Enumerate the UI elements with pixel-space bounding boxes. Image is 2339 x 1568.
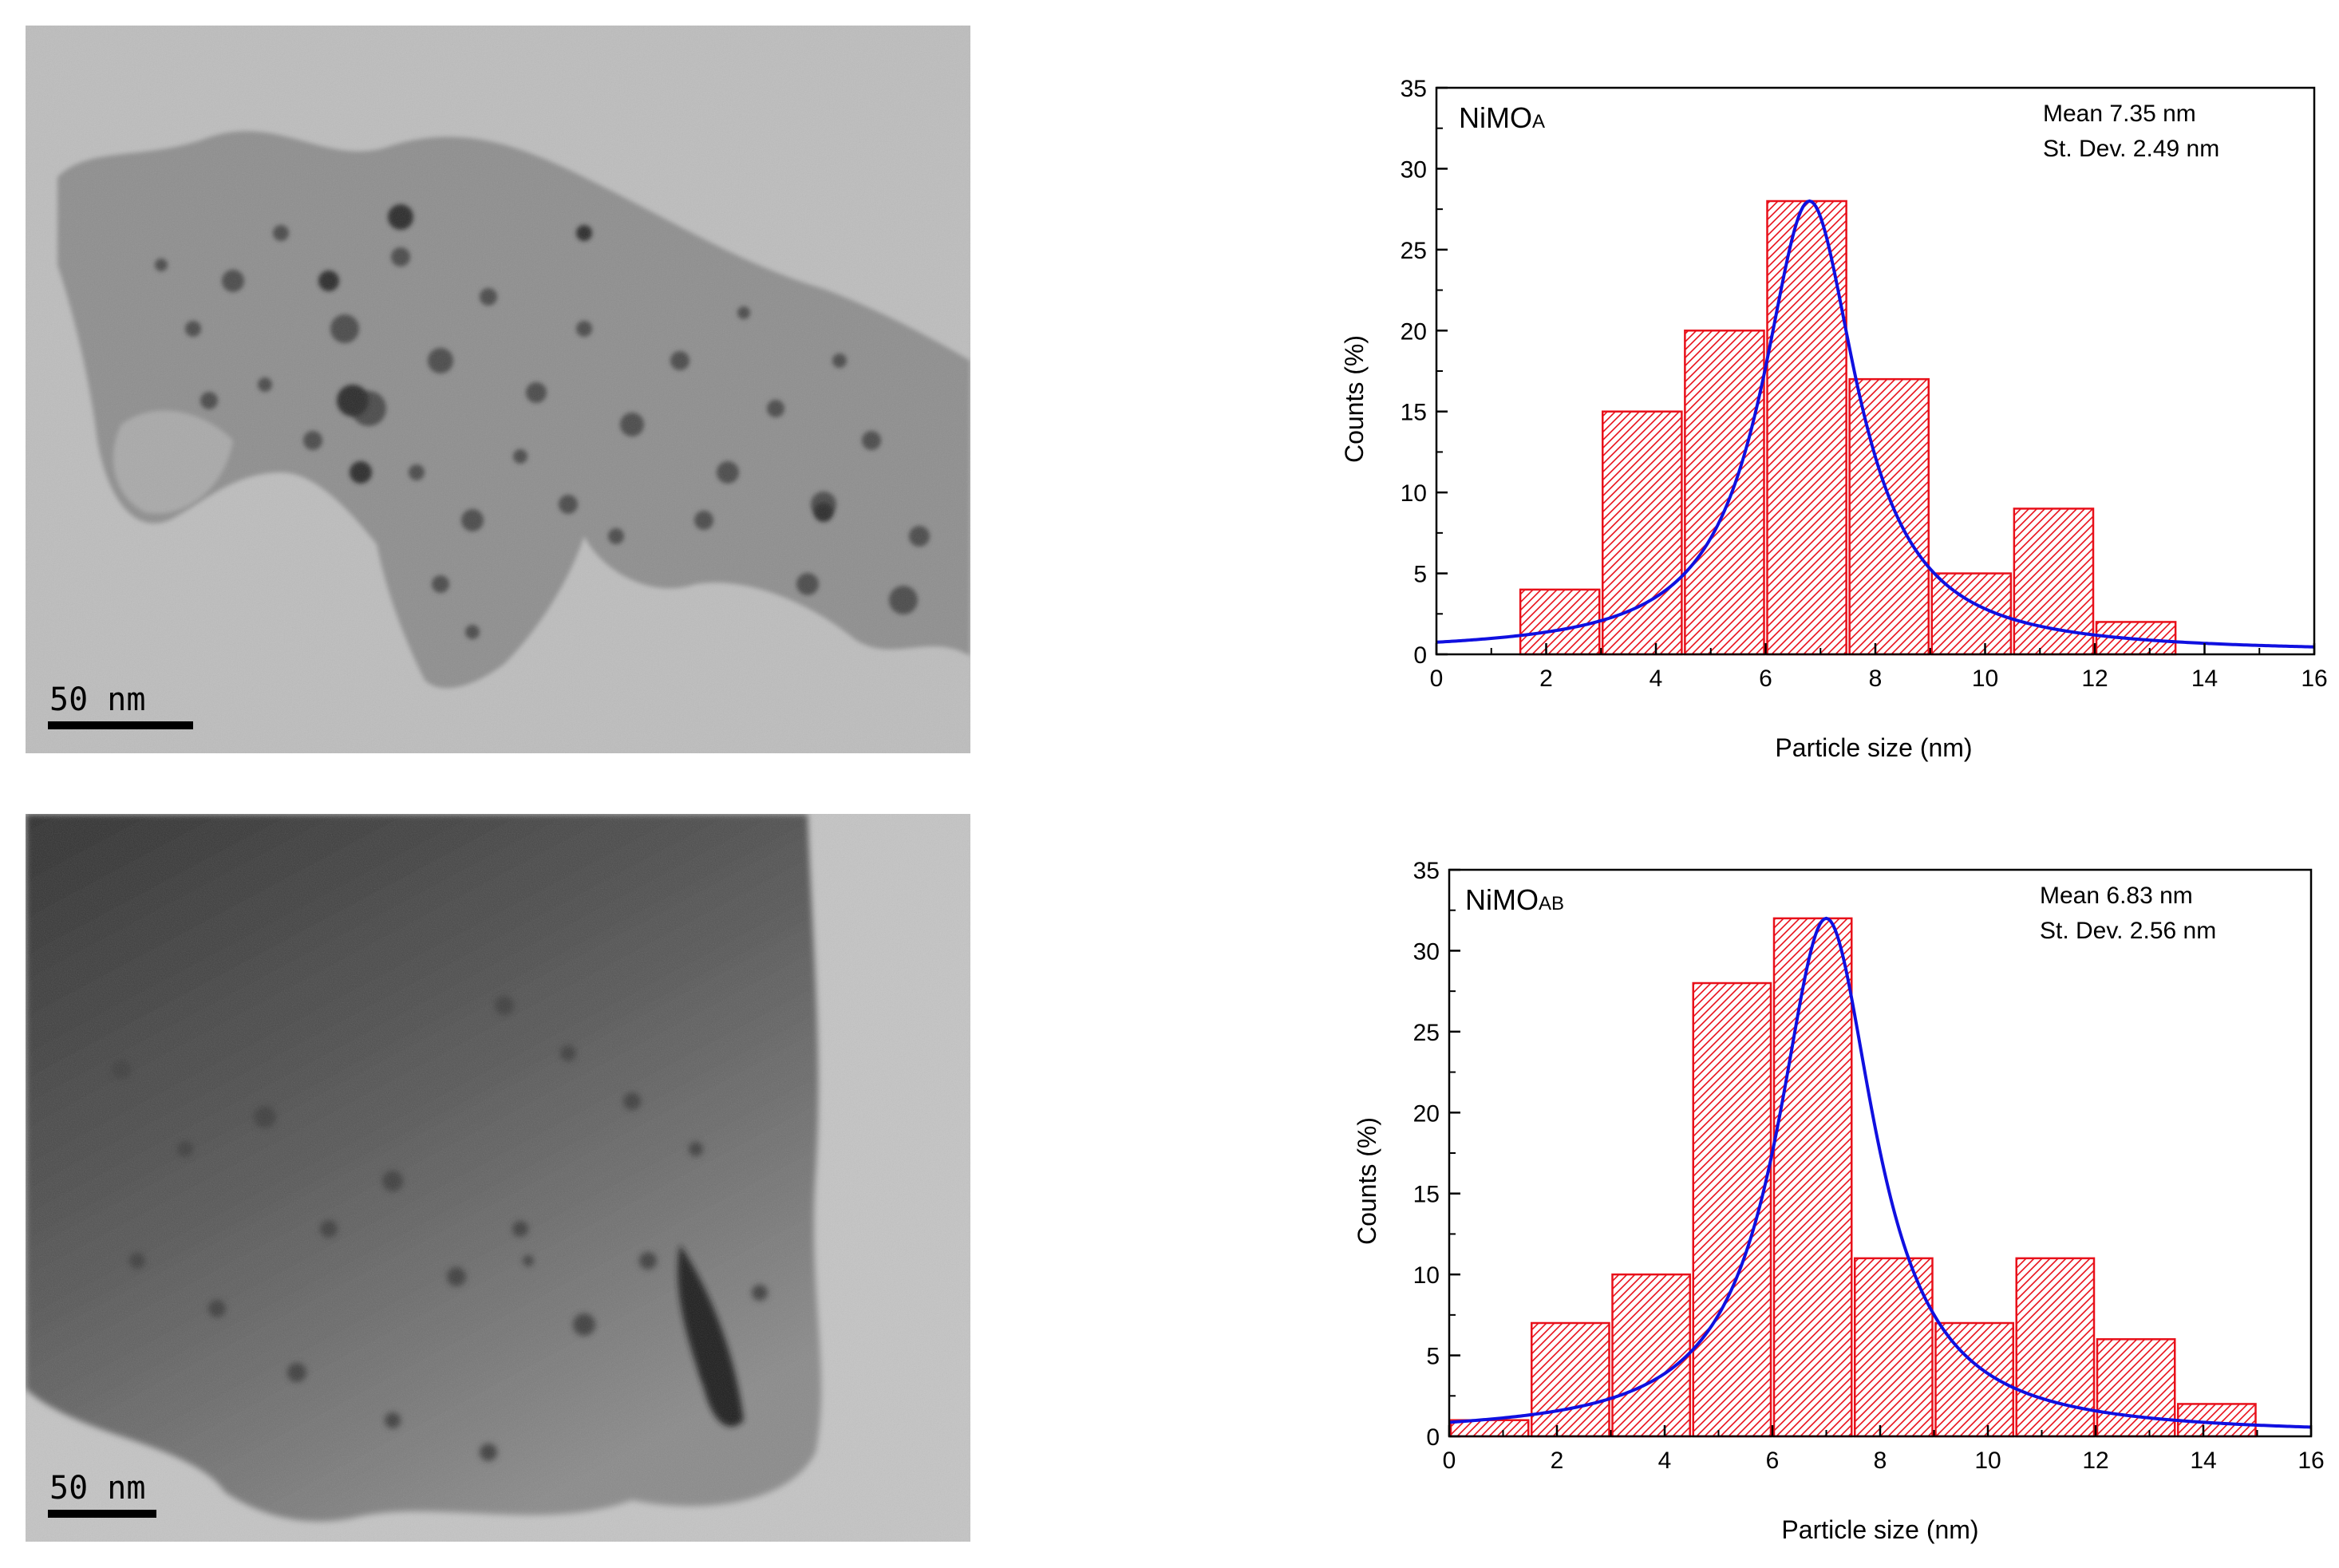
histogram-bar bbox=[1766, 199, 1847, 656]
stdev-annotation-1: St. Dev. 2.49 nm bbox=[2043, 136, 2219, 162]
y-tick-label: 30 bbox=[1401, 156, 1427, 183]
x-tick-label: 4 bbox=[1658, 1448, 1672, 1474]
mean-annotation-1: Mean 7.35 nm bbox=[2043, 101, 2196, 127]
x-tick-label: 0 bbox=[1430, 666, 1444, 692]
y-axis-label-2: Counts (%) bbox=[1353, 1117, 1381, 1245]
histogram-bar bbox=[1531, 1321, 1610, 1438]
histogram-bar bbox=[1934, 1321, 2014, 1438]
tem-micrograph-2: 50 nm bbox=[26, 814, 970, 1542]
tem-image-2: 50 nm bbox=[26, 814, 970, 1542]
x-tick-label: 12 bbox=[2082, 1448, 2108, 1474]
histogram-bar bbox=[2096, 1338, 2176, 1438]
x-tick-label: 10 bbox=[1972, 666, 1998, 692]
y-tick-label: 5 bbox=[1413, 562, 1427, 588]
histogram-bar bbox=[1684, 330, 1765, 656]
x-tick-label: 16 bbox=[2298, 1448, 2324, 1474]
y-tick-label: 5 bbox=[1426, 1344, 1440, 1370]
tem-image-1: 50 nm bbox=[26, 26, 970, 753]
stdev-annotation-2: St. Dev. 2.56 nm bbox=[2040, 918, 2216, 944]
y-tick-label: 35 bbox=[1413, 858, 1440, 884]
x-tick-label: 0 bbox=[1443, 1448, 1456, 1474]
x-axis-label-2: Particle size (nm) bbox=[1781, 1515, 1978, 1544]
x-axis-label-1: Particle size (nm) bbox=[1775, 733, 1972, 762]
y-tick-label: 35 bbox=[1401, 76, 1427, 102]
x-tick-label: 8 bbox=[1874, 1448, 1887, 1474]
mean-annotation-2: Mean 6.83 nm bbox=[2040, 883, 2193, 909]
y-tick-label: 10 bbox=[1413, 1262, 1440, 1289]
y-tick-label: 25 bbox=[1401, 238, 1427, 264]
x-tick-label: 14 bbox=[2191, 666, 2218, 692]
histogram-bar bbox=[1854, 1257, 1934, 1438]
histogram-bar bbox=[1772, 917, 1853, 1438]
tem-micrograph-1: 50 nm bbox=[26, 26, 970, 753]
histogram-svg-1: 0 2 4 6 8 10 12 14 16 0 5 10 15 20 25 30 35 NiMOA Mean 7… bbox=[1340, 76, 2328, 762]
x-tick-label: 8 bbox=[1869, 666, 1883, 692]
nanoparticles-2 bbox=[112, 996, 768, 1461]
y-tick-label: 0 bbox=[1413, 642, 1427, 669]
y-tick-label: 20 bbox=[1413, 1100, 1440, 1127]
scale-bar-1 bbox=[48, 721, 193, 729]
x-tick-label: 2 bbox=[1539, 666, 1553, 692]
lorentzian-fit-line bbox=[1436, 199, 2315, 649]
histogram-bar bbox=[1848, 377, 1930, 656]
y-axis-label-1: Counts (%) bbox=[1340, 335, 1369, 463]
x-tick-label: 14 bbox=[2190, 1448, 2216, 1474]
y-tick-label: 15 bbox=[1413, 1182, 1440, 1208]
histogram-bar bbox=[1602, 410, 1683, 656]
histogram-chart-1: 0 2 4 6 8 10 12 14 16 0 5 10 15 20 25 30 35 NiMOA Mean 7… bbox=[1325, 64, 2330, 782]
histogram-bar bbox=[1519, 588, 1601, 656]
y-tick-label: 25 bbox=[1413, 1020, 1440, 1046]
sample-flake-1 bbox=[57, 131, 970, 689]
scale-bar-label-2: 50 nm bbox=[49, 1470, 145, 1507]
histogram-chart-2: 0 2 4 6 8 10 12 14 16 0 5 10 15 20 25 30 35 NiMOAB Mean … bbox=[1337, 846, 2335, 1564]
x-tick-label: 6 bbox=[1766, 1448, 1780, 1474]
y-tick-label: 15 bbox=[1401, 400, 1427, 426]
x-tick-label: 12 bbox=[2081, 666, 2108, 692]
sample-label-2: NiMOAB bbox=[1465, 883, 1564, 916]
y-tick-label: 0 bbox=[1426, 1424, 1440, 1451]
y-tick-label: 10 bbox=[1401, 480, 1427, 507]
x-tick-label: 10 bbox=[1974, 1448, 2001, 1474]
x-tick-label: 2 bbox=[1551, 1448, 1564, 1474]
histogram-bar bbox=[1611, 1273, 1691, 1438]
scale-bar-label-1: 50 nm bbox=[49, 681, 145, 718]
x-tick-label: 6 bbox=[1759, 666, 1772, 692]
scale-bar-2 bbox=[48, 1510, 156, 1518]
sample-label-1: NiMOA bbox=[1459, 101, 1545, 134]
lorentzian-fit-line bbox=[1448, 916, 2312, 1429]
y-tick-label: 20 bbox=[1401, 318, 1427, 345]
x-tick-label: 16 bbox=[2301, 666, 2327, 692]
y-tick-label: 30 bbox=[1413, 938, 1440, 965]
sample-flake-2 bbox=[26, 814, 822, 1522]
histogram-svg-2: 0 2 4 6 8 10 12 14 16 0 5 10 15 20 25 30 35 NiMOAB Mean … bbox=[1353, 858, 2325, 1544]
x-tick-label: 4 bbox=[1650, 666, 1663, 692]
